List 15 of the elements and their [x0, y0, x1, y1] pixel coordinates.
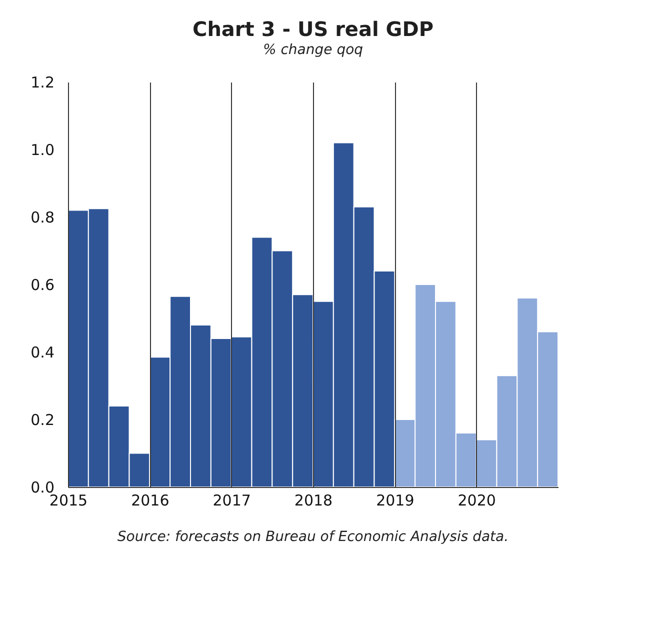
y-tick-label: 0.8 [30, 208, 54, 226]
chart-title: Chart 3 - US real GDP [192, 17, 434, 41]
y-tick-label: 0.2 [30, 411, 54, 429]
y-tick-label: 1.2 [30, 74, 54, 92]
source-note: Source: forecasts on Bureau of Economic Analysis data. [117, 529, 509, 545]
x-tick-label: 2017 [212, 492, 251, 510]
x-tick-label: 2015 [49, 492, 88, 510]
x-tick-label: 2016 [131, 492, 170, 510]
x-tick-label: 2020 [458, 492, 496, 510]
y-tick-label: 0.4 [30, 344, 54, 362]
y-tick-label: 1.0 [30, 141, 54, 159]
x-tick-label: 2018 [294, 492, 333, 510]
x-tick-label: 2019 [376, 492, 414, 510]
y-tick-label: 0.6 [30, 276, 54, 294]
chart-subtitle: % change qoq [262, 42, 364, 58]
